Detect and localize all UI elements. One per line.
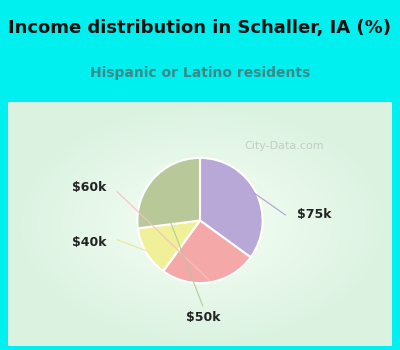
Wedge shape	[137, 158, 200, 228]
Wedge shape	[138, 220, 200, 271]
Text: $50k: $50k	[186, 311, 220, 324]
Wedge shape	[163, 220, 251, 283]
Text: $75k: $75k	[297, 208, 332, 221]
Text: Hispanic or Latino residents: Hispanic or Latino residents	[90, 66, 310, 80]
Text: Income distribution in Schaller, IA (%): Income distribution in Schaller, IA (%)	[8, 19, 392, 37]
Text: $40k: $40k	[72, 236, 106, 249]
Wedge shape	[200, 158, 263, 257]
Text: $60k: $60k	[72, 181, 106, 195]
Text: City-Data.com: City-Data.com	[245, 141, 324, 150]
